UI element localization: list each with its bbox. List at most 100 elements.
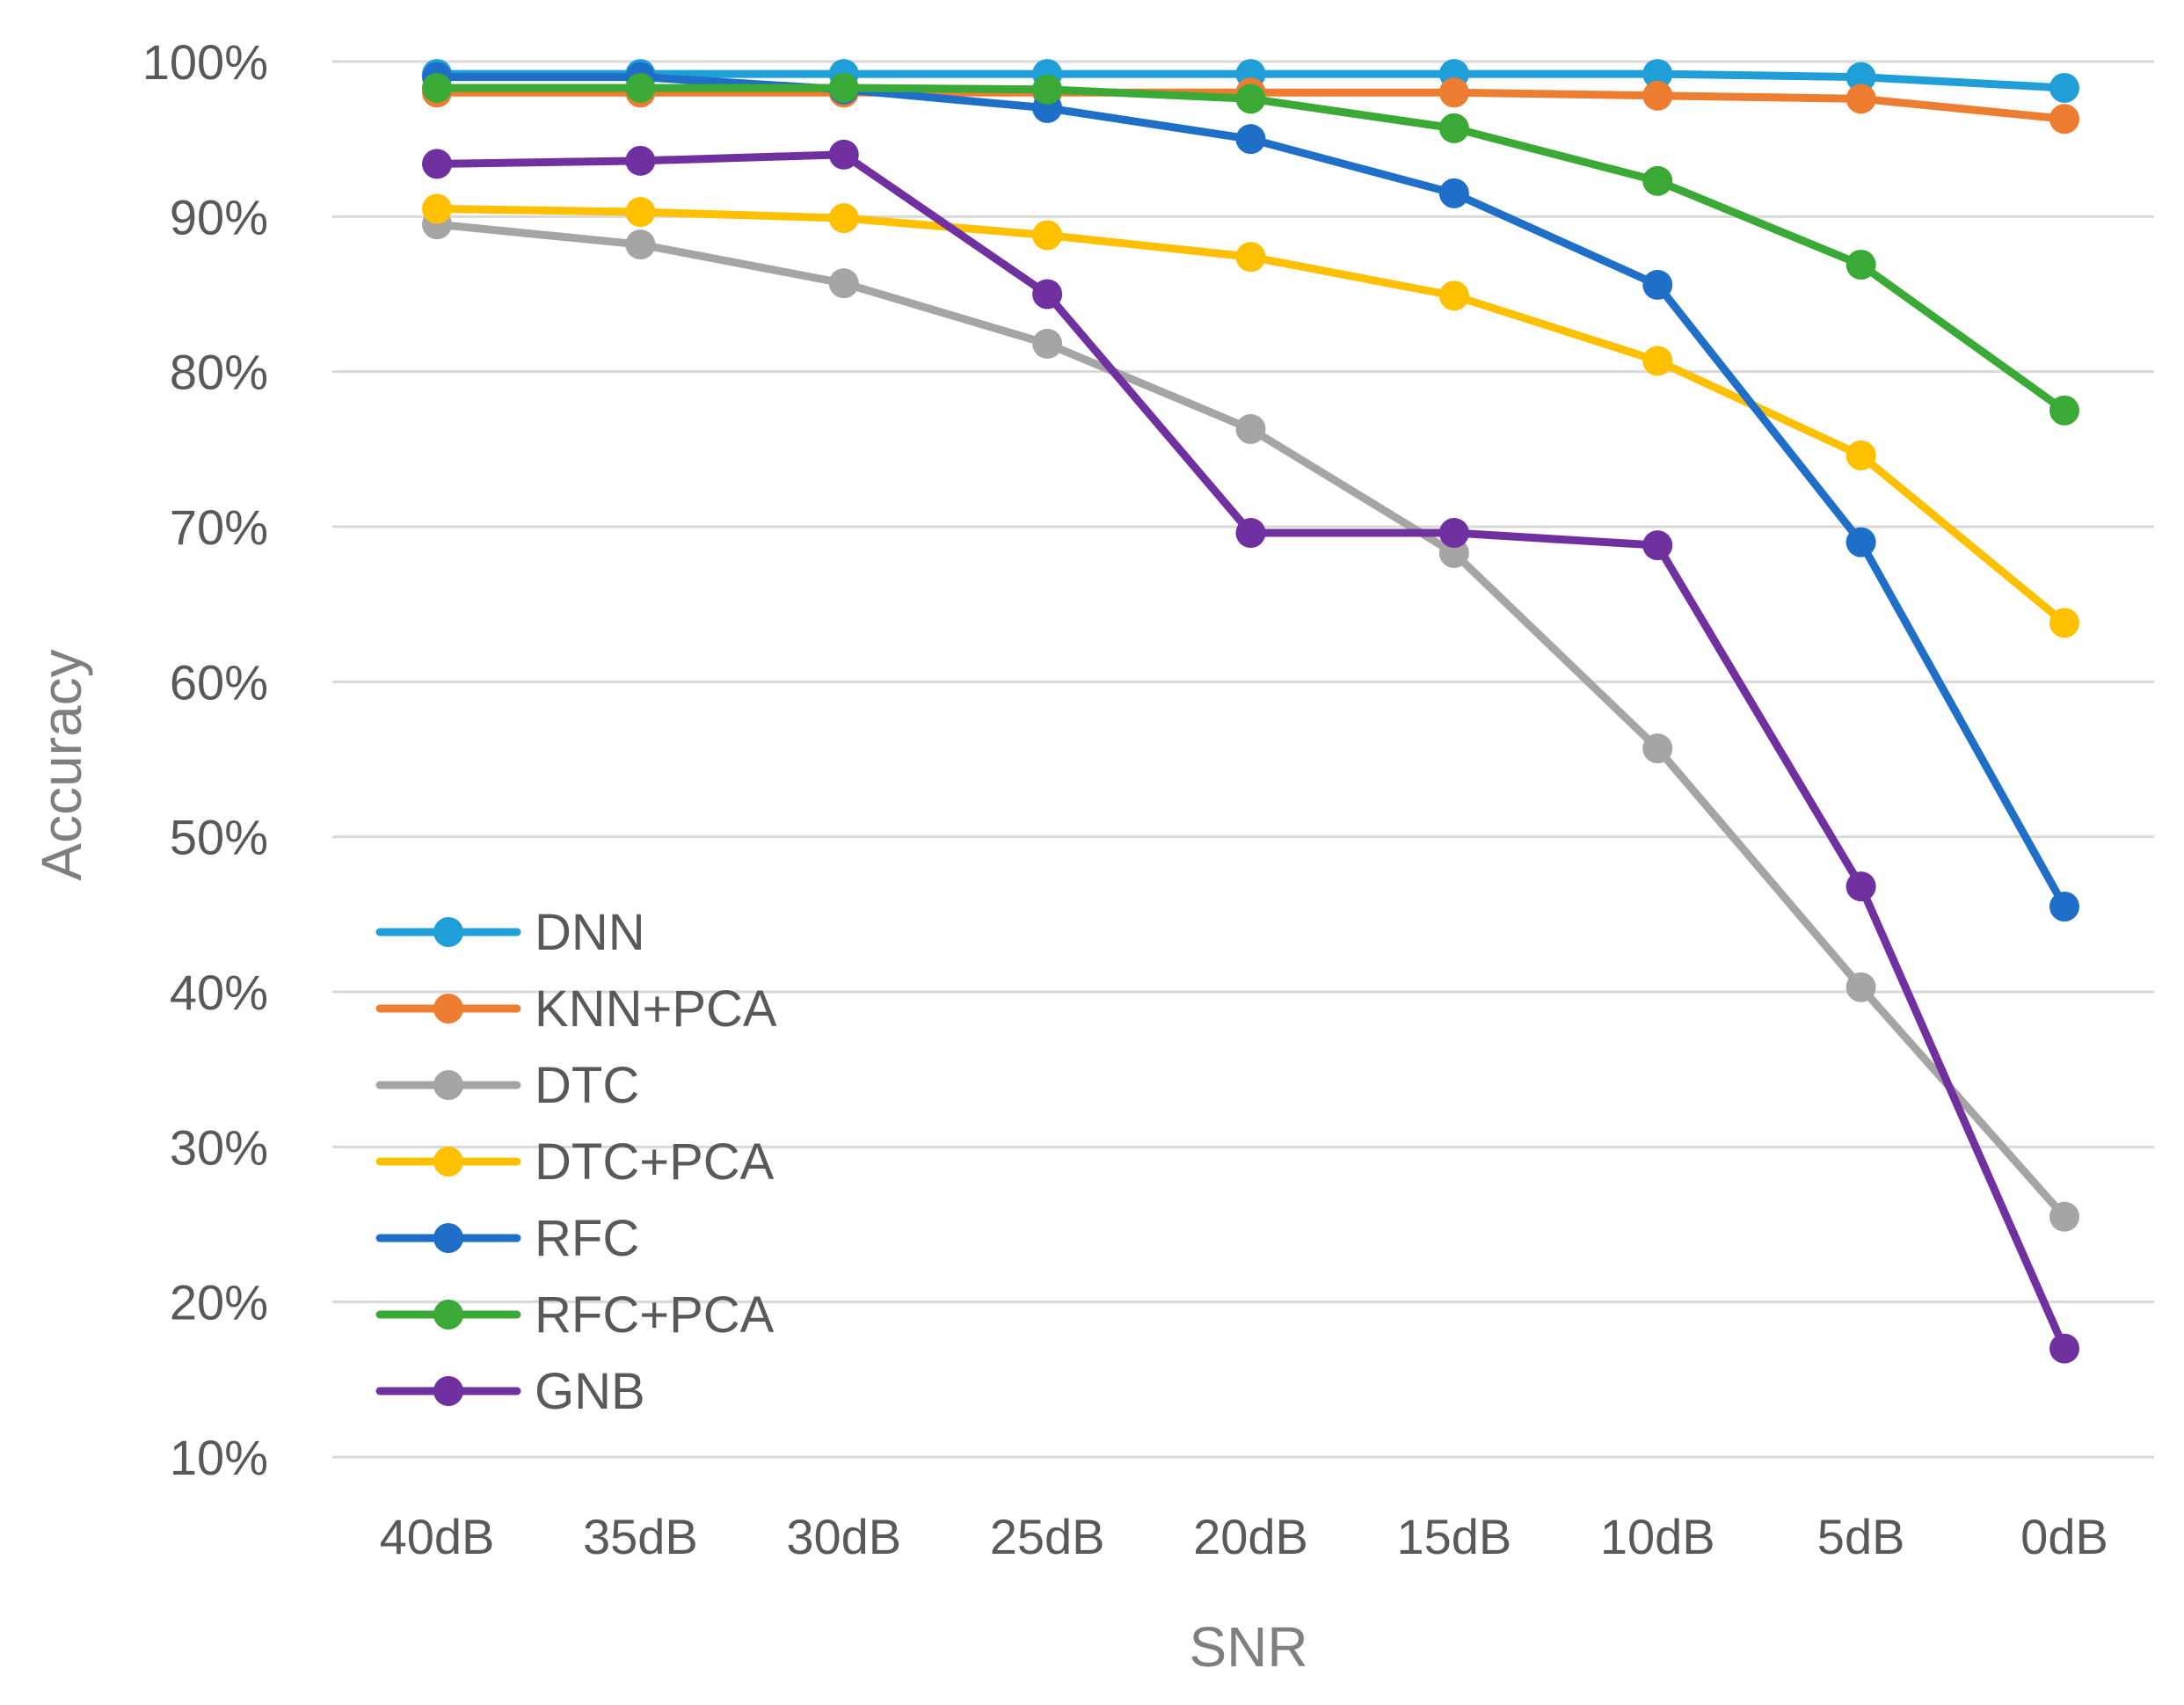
data-point bbox=[828, 139, 859, 170]
data-point bbox=[2049, 72, 2079, 103]
x-tick-label: 0dB bbox=[2020, 1509, 2108, 1564]
data-point bbox=[2049, 608, 2079, 638]
data-point bbox=[625, 145, 656, 176]
x-axis-title: SNR bbox=[1189, 1615, 1307, 1679]
data-point bbox=[2049, 892, 2079, 922]
x-tick-label: 20dB bbox=[1193, 1509, 1308, 1564]
data-point bbox=[1642, 530, 1673, 561]
data-point bbox=[2049, 104, 2079, 135]
series-dtc-plus-pca bbox=[422, 193, 2079, 638]
data-point bbox=[1032, 279, 1063, 310]
legend-swatch-marker bbox=[433, 1223, 463, 1253]
data-point bbox=[1642, 346, 1673, 376]
legend-label: DTC+PCA bbox=[535, 1133, 775, 1191]
y-tick-label: 60% bbox=[170, 654, 268, 710]
legend-item: RFC+PCA bbox=[375, 1286, 775, 1344]
y-tick-label: 30% bbox=[170, 1119, 268, 1175]
data-point bbox=[1235, 413, 1266, 444]
legend-swatch-marker bbox=[433, 994, 463, 1024]
data-point bbox=[1845, 249, 1876, 280]
legend: DNN KNN+PCA DTC DTC+PCA RFC RFC+PCA GNB bbox=[375, 904, 777, 1420]
series-dtc bbox=[422, 209, 2079, 1232]
data-point bbox=[2049, 1333, 2079, 1364]
data-point bbox=[1642, 80, 1673, 111]
data-point bbox=[828, 203, 859, 234]
legend-label: RFC+PCA bbox=[535, 1286, 775, 1344]
y-tick-label: 70% bbox=[170, 499, 268, 555]
legend-swatch-marker bbox=[433, 1300, 463, 1330]
data-point bbox=[1235, 518, 1266, 549]
series-lines bbox=[422, 59, 2079, 1364]
series-line bbox=[433, 73, 2069, 911]
data-point bbox=[625, 230, 656, 260]
data-point bbox=[1642, 165, 1673, 196]
data-point bbox=[1438, 518, 1469, 549]
legend-item: GNB bbox=[375, 1363, 645, 1420]
data-point bbox=[1642, 733, 1673, 764]
data-point bbox=[1032, 74, 1063, 105]
legend-item: RFC bbox=[375, 1210, 639, 1267]
x-tick-label: 30dB bbox=[786, 1509, 901, 1564]
data-point bbox=[828, 72, 859, 103]
legend-swatch-marker bbox=[433, 1070, 463, 1100]
legend-item: KNN+PCA bbox=[375, 980, 777, 1038]
legend-label: GNB bbox=[535, 1363, 645, 1420]
legend-item: DTC+PCA bbox=[375, 1133, 775, 1191]
y-tick-label: 10% bbox=[170, 1430, 268, 1485]
series-line bbox=[433, 220, 2069, 1221]
data-point bbox=[422, 72, 452, 103]
gridlines bbox=[332, 60, 2154, 1459]
data-point bbox=[625, 197, 656, 228]
data-point bbox=[828, 268, 859, 299]
legend-label: DNN bbox=[535, 904, 645, 961]
data-point bbox=[422, 193, 452, 224]
data-point bbox=[2049, 395, 2079, 426]
data-point bbox=[1032, 328, 1063, 359]
data-point bbox=[625, 72, 656, 103]
data-point bbox=[1642, 59, 1673, 90]
y-axis-ticks: 10% 20% 30% 40% 50% 60% 70% 80% 90% 100% bbox=[142, 34, 268, 1485]
legend-swatch-marker bbox=[433, 917, 463, 947]
series-gnb bbox=[422, 139, 2079, 1364]
legend-swatch-marker bbox=[433, 1376, 463, 1406]
data-point bbox=[1845, 871, 1876, 902]
y-tick-label: 40% bbox=[170, 965, 268, 1020]
y-tick-label: 50% bbox=[170, 810, 268, 865]
data-point bbox=[1438, 77, 1469, 108]
data-point bbox=[1845, 527, 1876, 557]
data-point bbox=[1235, 84, 1266, 114]
x-tick-label: 40dB bbox=[380, 1509, 495, 1564]
x-tick-label: 5dB bbox=[1817, 1509, 1905, 1564]
data-point bbox=[1235, 124, 1266, 155]
y-tick-label: 90% bbox=[170, 189, 268, 244]
x-tick-label: 10dB bbox=[1600, 1509, 1715, 1564]
series-rfc bbox=[422, 62, 2079, 922]
legend-item: DNN bbox=[375, 904, 645, 961]
legend-swatch-marker bbox=[433, 1147, 463, 1177]
x-axis-ticks: 40dB 35dB 30dB 25dB 20dB 15dB 10dB 5dB 0dB bbox=[380, 1509, 2108, 1564]
y-axis-title: Accuracy bbox=[30, 649, 93, 880]
legend-label: RFC bbox=[535, 1210, 639, 1267]
series-rfc-plus-pca bbox=[422, 72, 2079, 426]
y-tick-label: 100% bbox=[142, 34, 268, 90]
x-tick-label: 25dB bbox=[990, 1509, 1105, 1564]
legend-label: KNN+PCA bbox=[535, 980, 777, 1038]
data-point bbox=[1235, 242, 1266, 273]
data-point bbox=[1642, 269, 1673, 300]
data-point bbox=[2049, 1201, 2079, 1232]
data-point bbox=[1845, 84, 1876, 114]
y-tick-label: 80% bbox=[170, 345, 268, 400]
data-point bbox=[1845, 440, 1876, 470]
data-point bbox=[1032, 220, 1063, 251]
data-point bbox=[1845, 62, 1876, 92]
x-tick-label: 15dB bbox=[1396, 1509, 1511, 1564]
data-point bbox=[1438, 281, 1469, 311]
data-point bbox=[1438, 178, 1469, 208]
y-tick-label: 20% bbox=[170, 1275, 268, 1330]
data-point bbox=[422, 149, 452, 179]
data-point bbox=[1438, 113, 1469, 143]
x-tick-label: 35dB bbox=[583, 1509, 698, 1564]
legend-item: DTC bbox=[375, 1057, 639, 1114]
legend-label: DTC bbox=[535, 1057, 639, 1114]
